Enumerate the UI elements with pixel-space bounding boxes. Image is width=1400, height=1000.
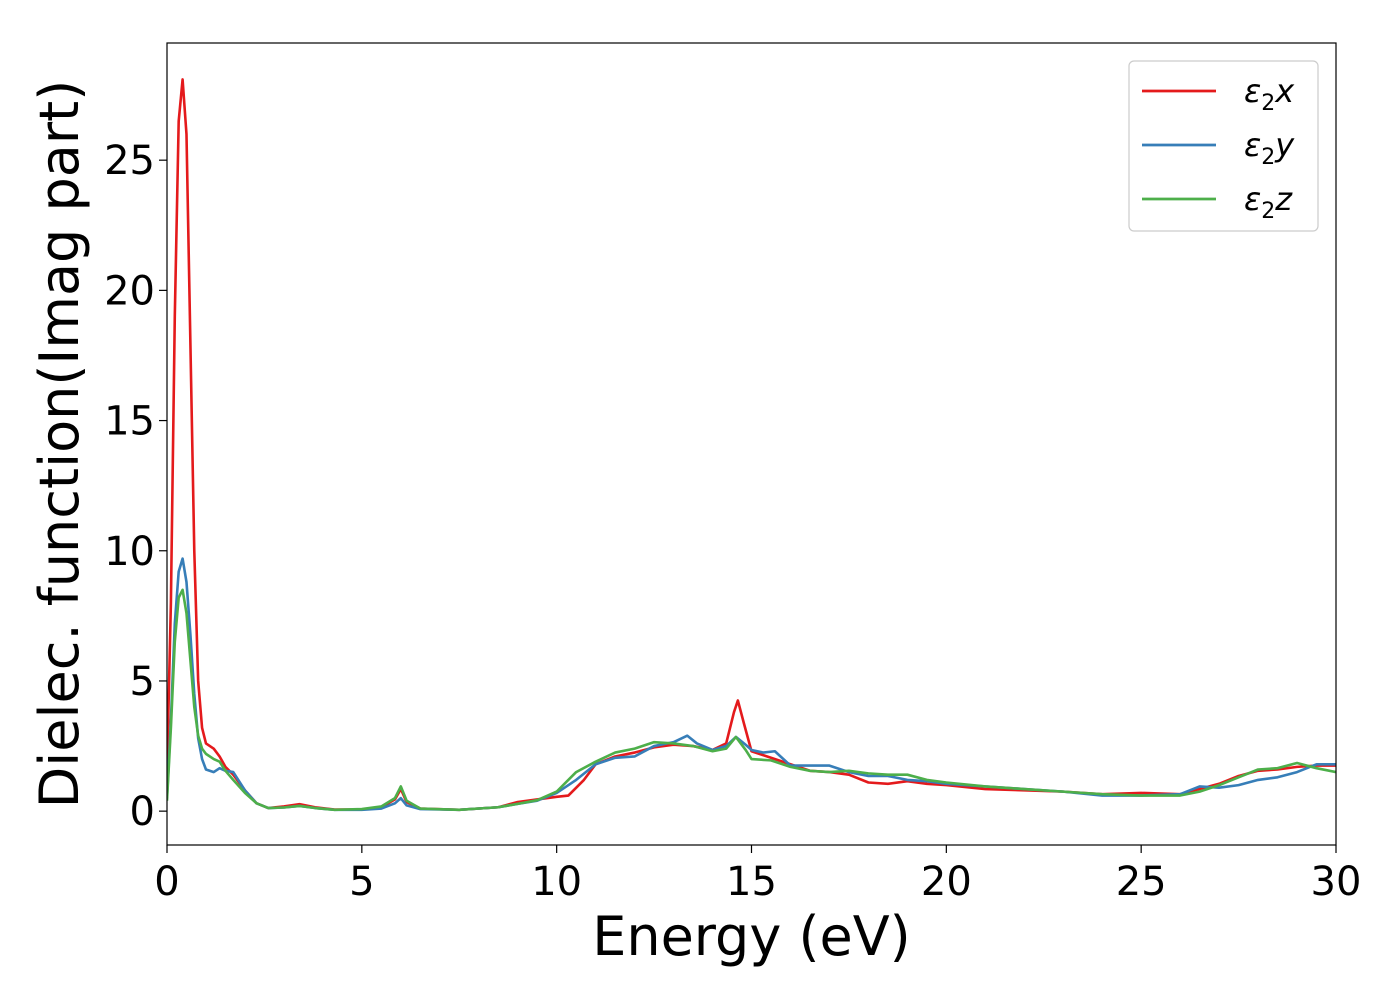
x-tick-label: 15 — [726, 859, 777, 905]
x-tick-label: 25 — [1116, 859, 1167, 905]
series-layer — [167, 78, 1336, 812]
x-tick-label: 30 — [1311, 859, 1362, 905]
legend-label-y: ε2y — [1244, 126, 1295, 170]
y-tick-label: 0 — [130, 789, 155, 835]
y-axis-label: Dielec. function(Imag part) — [28, 80, 91, 809]
legend: ε2x ε2y ε2z — [1128, 60, 1319, 232]
y-tick-label: 20 — [104, 268, 155, 314]
x-axis-ticks: 0 5 10 15 20 25 30 — [154, 845, 1361, 905]
x-tick-label: 5 — [349, 859, 374, 905]
y-tick-label: 25 — [104, 138, 155, 184]
series-line-z — [167, 588, 1336, 812]
x-tick-label: 0 — [154, 859, 179, 905]
x-tick-label: 20 — [921, 859, 972, 905]
legend-label-x: ε2x — [1244, 72, 1295, 116]
y-tick-label: 10 — [104, 529, 155, 575]
y-tick-label: 5 — [130, 659, 155, 705]
x-axis-label: Energy (eV) — [592, 905, 911, 968]
legend-box — [1128, 60, 1319, 232]
x-tick-label: 10 — [531, 859, 582, 905]
y-tick-label: 15 — [104, 399, 155, 445]
legend-label-z: ε2z — [1244, 180, 1293, 224]
y-axis-ticks: 0 5 10 15 20 25 — [104, 138, 167, 835]
